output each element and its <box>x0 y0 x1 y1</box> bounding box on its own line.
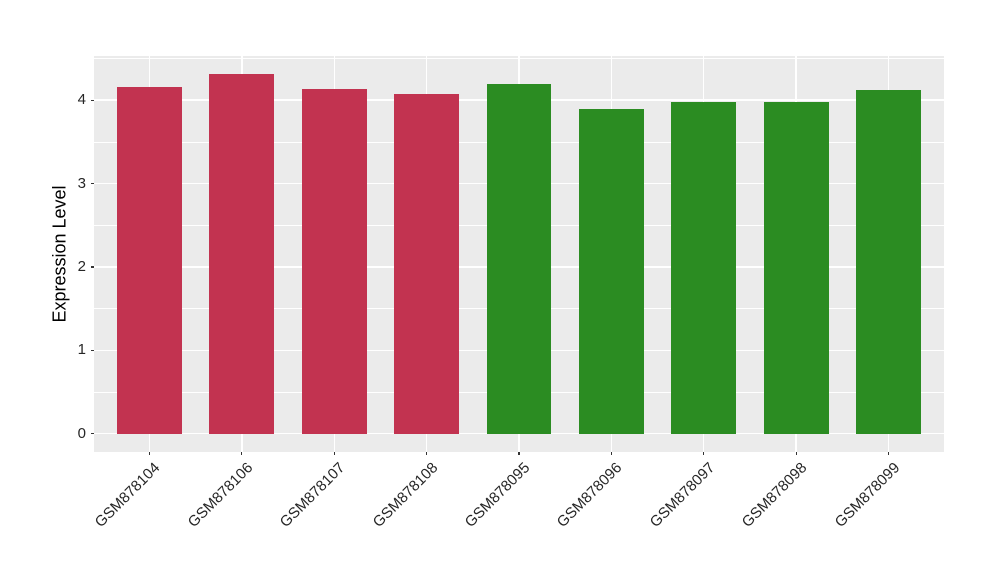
x-tick-mark <box>241 452 243 455</box>
x-tick-mark <box>518 452 520 455</box>
x-tick-mark <box>333 452 335 455</box>
x-tick-label-GSM878095: GSM878095 <box>461 459 534 531</box>
x-tick-label-GSM878104: GSM878104 <box>92 459 164 531</box>
y-tick-mark <box>91 433 94 435</box>
x-tick-mark <box>148 452 151 455</box>
bar-GSM878106 <box>209 74 275 434</box>
x-tick-mark <box>426 452 428 455</box>
bar-GSM878097 <box>671 101 737 434</box>
x-tick-label-GSM878106: GSM878106 <box>184 459 257 531</box>
y-tick-label: 0 <box>77 424 86 442</box>
bar-GSM878095 <box>486 84 552 434</box>
plot-panel <box>94 56 944 452</box>
x-tick-mark <box>610 452 612 455</box>
bar-GSM878099 <box>856 90 921 434</box>
x-tick-label-GSM878097: GSM878097 <box>646 459 719 531</box>
y-tick-label: 4 <box>77 91 86 109</box>
y-tick-label: 2 <box>77 257 86 275</box>
bar-GSM878108 <box>394 94 459 434</box>
x-tick-mark <box>887 452 890 455</box>
y-tick-mark <box>91 99 94 101</box>
bar-GSM878104 <box>117 86 182 434</box>
y-tick-mark <box>91 349 94 351</box>
bar-GSM878098 <box>763 101 829 434</box>
y-axis-title: Expression Level <box>49 185 70 323</box>
x-tick-label-GSM878096: GSM878096 <box>554 459 626 531</box>
bar-GSM878107 <box>301 88 367 434</box>
x-tick-label-GSM878098: GSM878098 <box>738 459 811 531</box>
y-tick-label: 1 <box>77 341 86 359</box>
x-tick-mark <box>795 452 797 455</box>
y-tick-label: 3 <box>77 174 86 192</box>
x-tick-mark <box>703 452 705 455</box>
x-tick-label-GSM878108: GSM878108 <box>369 459 441 531</box>
bar-GSM878096 <box>579 108 644 434</box>
y-tick-mark <box>91 266 94 268</box>
y-tick-mark <box>91 182 94 185</box>
x-tick-label-GSM878099: GSM878099 <box>831 459 903 531</box>
x-tick-label-GSM878107: GSM878107 <box>276 459 349 531</box>
